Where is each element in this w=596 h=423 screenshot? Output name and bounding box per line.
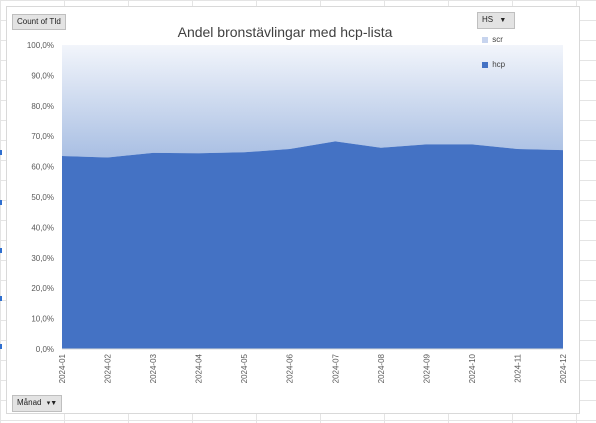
y-tick-label: 20,0% [31,284,54,293]
legend-swatch-scr [482,36,488,43]
x-tick-label: 2024-07 [331,353,340,383]
y-tick-label: 0,0% [36,345,54,354]
legend-label-scr: scr [492,35,503,44]
legend-swatch-hcp [482,61,488,68]
dropdown-arrow-icon: ▼ [499,17,507,24]
edge-mark [0,248,2,253]
y-tick-label: 80,0% [31,102,54,111]
area-chart: Andel bronstävlingar med hcp-lista 0,0% 1… [27,24,568,383]
y-tick-label: 70,0% [31,132,54,141]
x-tick-label: 2024-11 [513,353,522,382]
x-tick-label: 2024-10 [468,353,477,383]
value-field-label: Count of TId [17,17,61,26]
x-tick-label: 2024-06 [286,353,295,383]
x-tick-label: 2024-01 [58,353,67,383]
series-hcp-area[interactable] [62,141,563,349]
x-tick-label: 2024-09 [422,353,431,383]
chart-title: Andel bronstävlingar med hcp-lista [178,24,393,40]
y-tick-label: 60,0% [31,163,54,172]
legend-field-button[interactable]: HS ▼ [477,12,515,29]
x-tick-label: 2024-05 [240,353,249,383]
x-tick-label: 2024-04 [195,353,204,383]
legend-label-hcp: hcp [492,60,506,69]
y-tick-label: 40,0% [31,223,54,232]
y-tick-label: 50,0% [31,193,54,202]
series-scr-area[interactable] [62,45,563,158]
sheet-gridline [0,0,1,423]
filter-dropdown-icon: ▾▼ [46,400,58,407]
chart-area[interactable]: Andel bronstävlingar med hcp-lista 0,0% 1… [6,6,580,414]
edge-mark [0,150,2,155]
x-tick-label: 2024-08 [377,353,386,383]
legend-entry-scr[interactable]: scr [482,35,503,44]
axis-field-label: Månad [17,398,42,407]
sheet-gridline [0,420,596,421]
x-tick-label: 2024-03 [149,353,158,383]
y-tick-label: 30,0% [31,254,54,263]
edge-mark [0,200,2,205]
edge-mark [0,296,2,301]
y-tick-label: 90,0% [31,71,54,80]
y-tick-label: 100,0% [27,41,54,50]
sheet-gridline [0,0,596,1]
y-tick-label: 10,0% [31,315,54,324]
axis-field-button[interactable]: Månad ▾▼ [12,395,63,412]
legend-entry-hcp[interactable]: hcp [482,60,505,69]
edge-mark [0,344,2,349]
x-tick-label: 2024-12 [559,353,568,383]
x-tick-label: 2024-02 [104,353,113,383]
legend-field-label: HS [482,15,494,24]
value-field-button[interactable]: Count of TId [12,14,66,30]
